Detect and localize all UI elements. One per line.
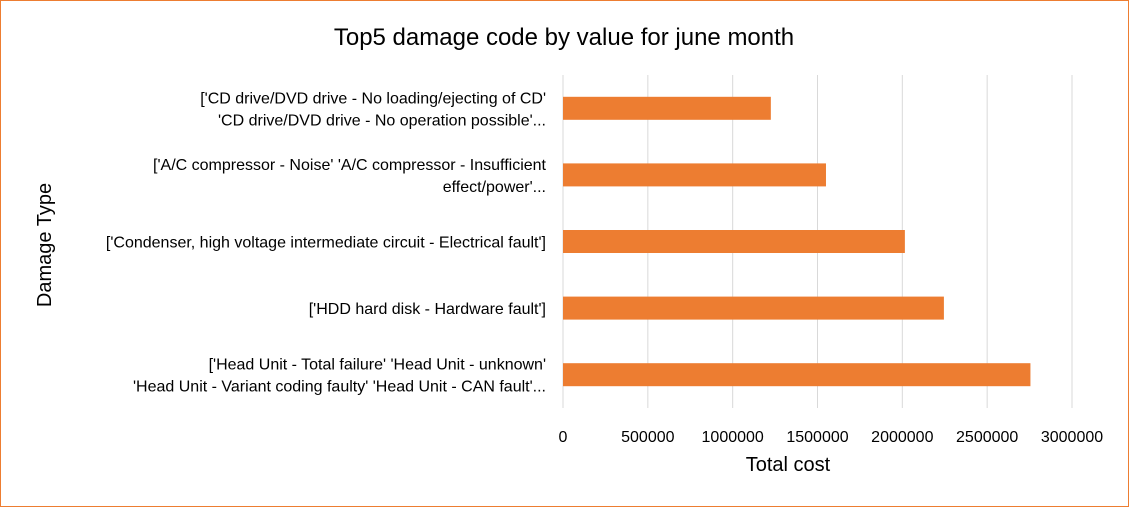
x-tick-label: 500000 (621, 429, 674, 446)
x-axis-label: Total cost (746, 454, 831, 476)
category-labels: ['CD drive/DVD drive - No loading/ejecti… (106, 90, 547, 395)
bar (563, 163, 826, 187)
x-tick-label: 1500000 (786, 429, 848, 446)
category-label: ['Head Unit - Total failure' 'Head Unit … (209, 357, 546, 374)
category-label: 'Head Unit - Variant coding faulty' 'Hea… (133, 379, 546, 396)
category-label: ['CD drive/DVD drive - No loading/ejecti… (200, 90, 546, 107)
chart-title: Top5 damage code by value for june month (334, 24, 794, 51)
category-label: ['Condenser, high voltage intermediate c… (106, 235, 546, 252)
x-tick-label: 3000000 (1041, 429, 1103, 446)
bar (563, 296, 944, 320)
category-label: effect/power'... (443, 179, 546, 196)
x-tick-labels: 0 500000 1000000 1500000 2000000 2500000 30000… (559, 429, 1104, 446)
bar (563, 363, 1031, 387)
x-tick-label: 2000000 (871, 429, 933, 446)
bar (563, 230, 905, 253)
x-tick-label: 2500000 (956, 429, 1018, 446)
category-label: ['A/C compressor - Noise' 'A/C compresso… (153, 157, 547, 174)
x-tick-label: 0 (559, 429, 568, 446)
category-label: 'CD drive/DVD drive - No operation possi… (218, 112, 546, 129)
bars (563, 96, 1031, 387)
category-label: ['HDD hard disk - Hardware fault'] (309, 301, 546, 318)
bar (563, 96, 771, 120)
y-axis-label: Damage Type (34, 183, 56, 307)
x-tick-label: 1000000 (702, 429, 764, 446)
